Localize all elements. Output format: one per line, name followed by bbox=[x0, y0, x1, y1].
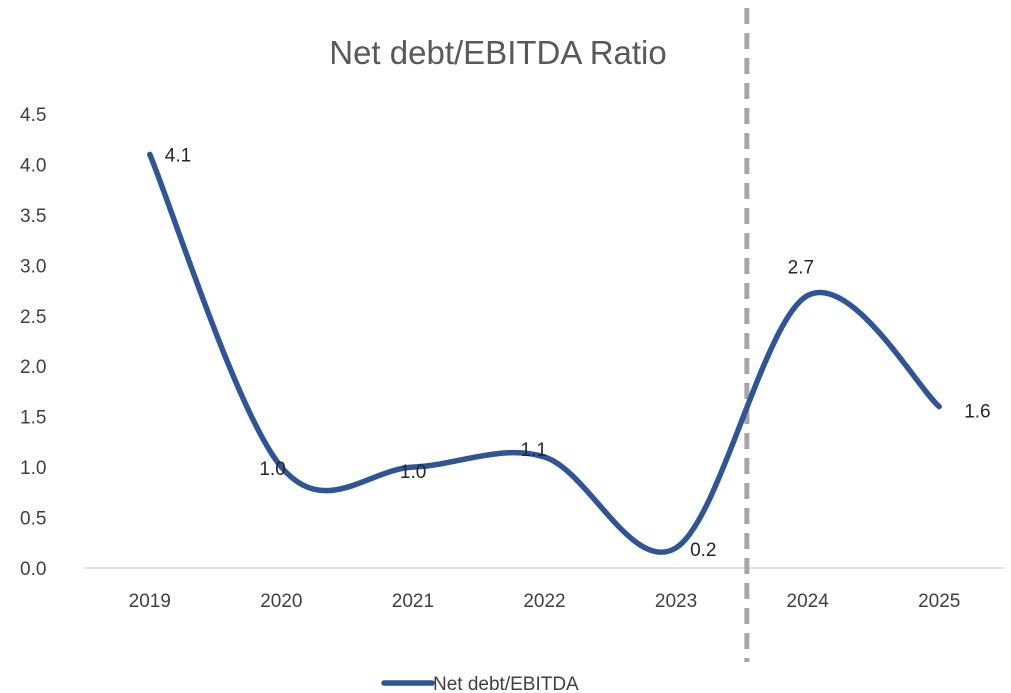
y-tick-label: 0.0 bbox=[20, 559, 46, 580]
data-labels: 4.1 1.0 1.0 1.1 0.2 2.7 1.6 bbox=[165, 145, 991, 560]
series-line-net-debt-ebitda bbox=[147, 151, 942, 555]
y-tick-label: 2.0 bbox=[20, 357, 46, 378]
x-axis: 2019 2020 2021 2022 2023 2024 2025 bbox=[129, 591, 961, 612]
y-axis: 0.0 0.5 1.0 1.5 2.0 2.5 3.0 3.5 4.0 4.5 bbox=[20, 105, 46, 580]
data-label: 1.0 bbox=[259, 459, 285, 480]
y-tick-label: 3.0 bbox=[20, 256, 46, 277]
x-tick-label: 2024 bbox=[787, 591, 830, 612]
y-tick-label: 4.5 bbox=[20, 105, 46, 126]
x-tick-label: 2022 bbox=[523, 591, 565, 612]
x-tick-label: 2020 bbox=[260, 591, 302, 612]
x-tick-label: 2019 bbox=[129, 591, 171, 612]
x-tick-label: 2023 bbox=[655, 591, 697, 612]
chart-title: Net debt/EBITDA Ratio bbox=[329, 34, 667, 71]
x-tick-label: 2025 bbox=[918, 591, 960, 612]
y-tick-label: 0.5 bbox=[20, 509, 46, 530]
y-tick-label: 4.0 bbox=[20, 155, 46, 176]
y-tick-label: 1.0 bbox=[20, 458, 46, 479]
data-label: 4.1 bbox=[165, 145, 191, 166]
y-tick-label: 3.5 bbox=[20, 206, 46, 227]
legend-label: Net debt/EBITDA bbox=[433, 674, 579, 693]
data-label: 2.7 bbox=[788, 258, 814, 279]
data-label: 1.0 bbox=[400, 462, 426, 483]
data-label: 0.2 bbox=[690, 540, 716, 561]
data-label: 1.6 bbox=[964, 402, 990, 423]
y-tick-label: 1.5 bbox=[20, 408, 46, 429]
legend: Net debt/EBITDA bbox=[381, 674, 579, 693]
data-label: 1.1 bbox=[521, 440, 547, 461]
y-tick-label: 2.5 bbox=[20, 307, 46, 328]
x-tick-label: 2021 bbox=[392, 591, 434, 612]
